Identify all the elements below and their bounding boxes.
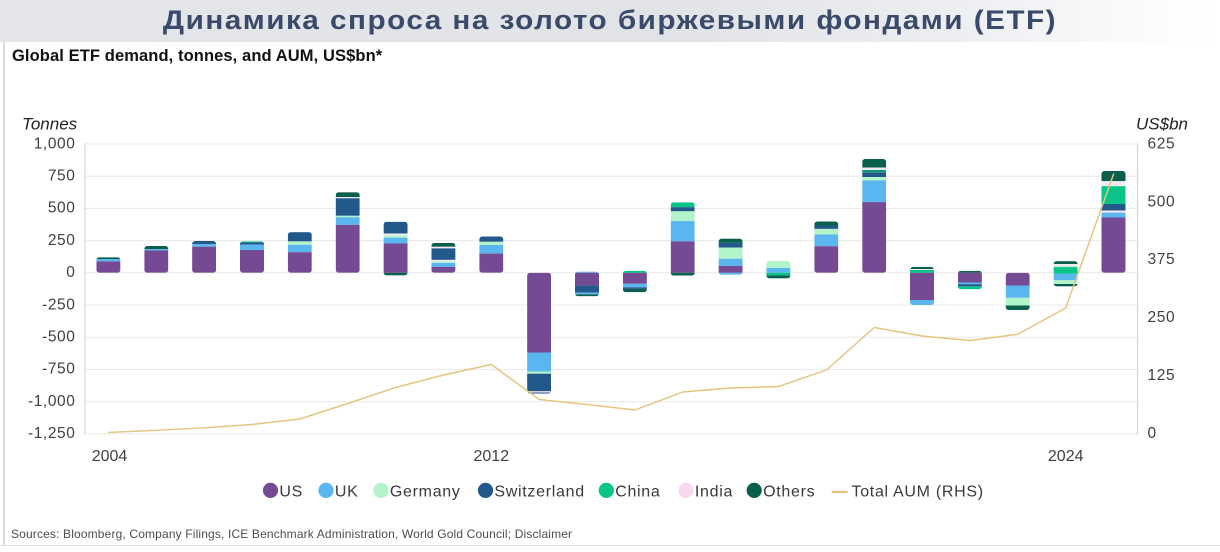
- svg-text:250: 250: [48, 232, 76, 249]
- svg-text:Switzerland: Switzerland: [494, 484, 584, 501]
- svg-text:2024: 2024: [1048, 448, 1084, 465]
- svg-text:0: 0: [66, 264, 75, 281]
- svg-text:-1,250: -1,250: [28, 425, 76, 442]
- svg-text:0: 0: [1148, 425, 1157, 442]
- svg-text:-250: -250: [42, 296, 75, 313]
- svg-text:Total AUM (RHS): Total AUM (RHS): [852, 484, 984, 501]
- svg-text:Others: Others: [763, 484, 815, 501]
- svg-text:375: 375: [1148, 251, 1176, 268]
- svg-text:2004: 2004: [92, 448, 128, 465]
- svg-text:India: India: [695, 484, 733, 501]
- svg-text:1,000: 1,000: [34, 135, 76, 152]
- svg-text:750: 750: [48, 168, 76, 185]
- svg-text:500: 500: [48, 200, 76, 217]
- svg-text:2012: 2012: [474, 448, 510, 465]
- svg-text:250: 250: [1148, 309, 1176, 326]
- svg-text:-750: -750: [42, 361, 75, 378]
- svg-text:UK: UK: [335, 484, 359, 501]
- svg-text:125: 125: [1148, 367, 1176, 384]
- svg-text:500: 500: [1148, 193, 1176, 210]
- svg-text:-1,000: -1,000: [28, 393, 76, 410]
- svg-text:Germany: Germany: [390, 484, 461, 501]
- svg-text:Tonnes: Tonnes: [22, 114, 78, 133]
- svg-text:US$bn: US$bn: [1136, 114, 1188, 133]
- svg-text:-500: -500: [42, 329, 75, 346]
- svg-text:China: China: [615, 484, 660, 501]
- svg-text:US: US: [279, 484, 303, 501]
- svg-text:625: 625: [1148, 135, 1176, 152]
